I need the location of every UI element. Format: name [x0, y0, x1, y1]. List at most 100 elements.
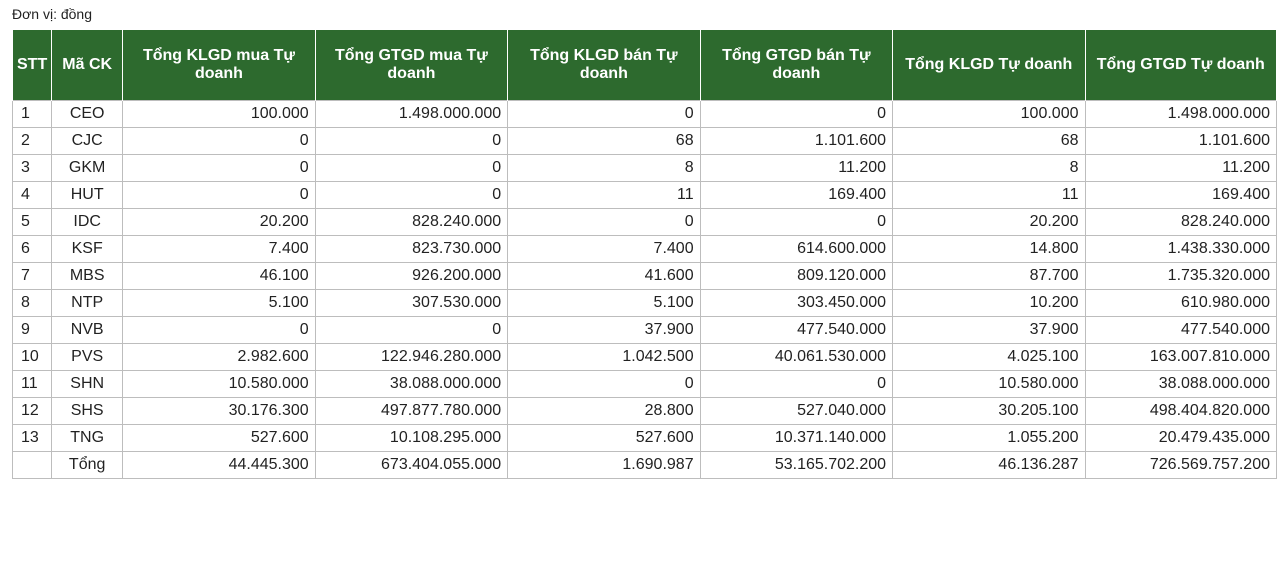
- proprietary-trading-table: STT Mã CK Tổng KLGD mua Tự doanh Tổng GT…: [11, 30, 1277, 479]
- cell-buy-value: 1.498.000.000: [314, 100, 509, 128]
- cell-total-value: 163.007.810.000: [1084, 343, 1277, 371]
- cell-sell-value: 809.120.000: [699, 262, 894, 290]
- cell-sell-volume: 41.600: [507, 262, 701, 290]
- cell-code: CJC: [51, 127, 124, 155]
- cell-stt: 11: [11, 370, 53, 398]
- cell-code: GKM: [51, 154, 124, 182]
- table-row: 2 CJC 0 0 68 1.101.600 68 1.101.600: [11, 127, 1277, 155]
- cell-buy-volume: 7.400: [122, 235, 316, 263]
- cell-total-volume: 100.000: [892, 100, 1086, 128]
- table-row: 12 SHS 30.176.300 497.877.780.000 28.800 527.…: [11, 397, 1277, 425]
- cell-sell-value: 614.600.000: [699, 235, 894, 263]
- table-row: 10 PVS 2.982.600 122.946.280.000 1.042.500 40…: [11, 343, 1277, 371]
- cell-stt: 9: [11, 316, 53, 344]
- cell-code: KSF: [51, 235, 124, 263]
- cell-total-volume: 20.200: [892, 208, 1086, 236]
- cell-total-volume: 4.025.100: [892, 343, 1086, 371]
- cell-sell-volume: 527.600: [507, 424, 701, 452]
- cell-sell-value: 169.400: [699, 181, 894, 209]
- cell-buy-value: 38.088.000.000: [314, 370, 509, 398]
- table-row: 13 TNG 527.600 10.108.295.000 527.600 10.371.…: [11, 424, 1277, 452]
- table-row: 5 IDC 20.200 828.240.000 0 0 20.200 828.240.000: [11, 208, 1277, 236]
- cell-total-label: Tổng: [51, 451, 124, 479]
- header-stt: STT: [11, 30, 53, 101]
- cell-stt: 3: [11, 154, 53, 182]
- cell-total-volume: 1.055.200: [892, 424, 1086, 452]
- cell-sell-volume: 0: [507, 370, 701, 398]
- table-row: 1 CEO 100.000 1.498.000.000 0 0 100.000 1.498.0…: [11, 100, 1277, 128]
- table-row: 4 HUT 0 0 11 169.400 11 169.400: [11, 181, 1277, 209]
- cell-buy-volume: 0: [122, 181, 316, 209]
- cell-buy-value: 828.240.000: [314, 208, 509, 236]
- cell-sell-volume: 11: [507, 181, 701, 209]
- table-row: 11 SHN 10.580.000 38.088.000.000 0 0 10.580.00…: [11, 370, 1277, 398]
- cell-sum-sell-volume: 1.690.987: [507, 451, 701, 479]
- cell-buy-value: 10.108.295.000: [314, 424, 509, 452]
- cell-buy-volume: 30.176.300: [122, 397, 316, 425]
- cell-sell-value: 11.200: [699, 154, 894, 182]
- cell-sum-buy-volume: 44.445.300: [122, 451, 316, 479]
- cell-buy-volume: 0: [122, 127, 316, 155]
- cell-total-volume: 14.800: [892, 235, 1086, 263]
- table-row: 8 NTP 5.100 307.530.000 5.100 303.450.000 10.2…: [11, 289, 1277, 317]
- cell-sell-volume: 28.800: [507, 397, 701, 425]
- cell-sell-value: 0: [699, 100, 894, 128]
- cell-code: SHN: [51, 370, 124, 398]
- total-row: Tổng 44.445.300 673.404.055.000 1.690.987 53…: [11, 451, 1277, 479]
- cell-sum-total-volume: 46.136.287: [892, 451, 1086, 479]
- header-total-value: Tổng GTGD Tự doanh: [1084, 30, 1277, 101]
- cell-code: HUT: [51, 181, 124, 209]
- cell-sell-value: 10.371.140.000: [699, 424, 894, 452]
- cell-total-value: 1.438.330.000: [1084, 235, 1277, 263]
- cell-buy-value: 823.730.000: [314, 235, 509, 263]
- table-row: 7 MBS 46.100 926.200.000 41.600 809.120.000 87…: [11, 262, 1277, 290]
- cell-total-volume: 68: [892, 127, 1086, 155]
- cell-buy-volume: 0: [122, 154, 316, 182]
- cell-sell-value: 0: [699, 208, 894, 236]
- cell-buy-volume: 10.580.000: [122, 370, 316, 398]
- cell-sell-value: 1.101.600: [699, 127, 894, 155]
- cell-buy-value: 122.946.280.000: [314, 343, 509, 371]
- cell-sum-sell-value: 53.165.702.200: [699, 451, 894, 479]
- cell-code: TNG: [51, 424, 124, 452]
- cell-buy-volume: 2.982.600: [122, 343, 316, 371]
- cell-sell-volume: 0: [507, 208, 701, 236]
- cell-sell-value: 0: [699, 370, 894, 398]
- cell-buy-volume: 0: [122, 316, 316, 344]
- cell-sell-volume: 7.400: [507, 235, 701, 263]
- cell-sell-volume: 8: [507, 154, 701, 182]
- header-total-volume: Tổng KLGD Tự doanh: [892, 30, 1086, 101]
- cell-buy-value: 0: [314, 154, 509, 182]
- cell-total-value: 169.400: [1084, 181, 1277, 209]
- cell-total-value: 11.200: [1084, 154, 1277, 182]
- cell-total-value: 477.540.000: [1084, 316, 1277, 344]
- cell-code: IDC: [51, 208, 124, 236]
- cell-buy-value: 0: [314, 181, 509, 209]
- header-buy-value: Tổng GTGD mua Tự doanh: [314, 30, 509, 101]
- cell-total-volume: 37.900: [892, 316, 1086, 344]
- cell-total-volume: 30.205.100: [892, 397, 1086, 425]
- cell-stt-empty: [11, 451, 53, 479]
- cell-total-volume: 11: [892, 181, 1086, 209]
- cell-sell-value: 477.540.000: [699, 316, 894, 344]
- header-code: Mã CK: [51, 30, 124, 101]
- cell-total-value: 38.088.000.000: [1084, 370, 1277, 398]
- cell-buy-volume: 100.000: [122, 100, 316, 128]
- cell-total-value: 1.101.600: [1084, 127, 1277, 155]
- cell-buy-volume: 46.100: [122, 262, 316, 290]
- cell-total-value: 1.735.320.000: [1084, 262, 1277, 290]
- table-row: 9 NVB 0 0 37.900 477.540.000 37.900 477.540.000: [11, 316, 1277, 344]
- cell-total-volume: 10.580.000: [892, 370, 1086, 398]
- cell-sell-volume: 5.100: [507, 289, 701, 317]
- cell-code: MBS: [51, 262, 124, 290]
- cell-sell-volume: 0: [507, 100, 701, 128]
- header-sell-volume: Tổng KLGD bán Tự doanh: [507, 30, 701, 101]
- cell-sell-volume: 68: [507, 127, 701, 155]
- unit-note: Đơn vị: đồng: [12, 6, 93, 22]
- cell-code: SHS: [51, 397, 124, 425]
- cell-code: NTP: [51, 289, 124, 317]
- cell-sum-buy-value: 673.404.055.000: [314, 451, 509, 479]
- cell-total-value: 1.498.000.000: [1084, 100, 1277, 128]
- cell-stt: 7: [11, 262, 53, 290]
- cell-stt: 12: [11, 397, 53, 425]
